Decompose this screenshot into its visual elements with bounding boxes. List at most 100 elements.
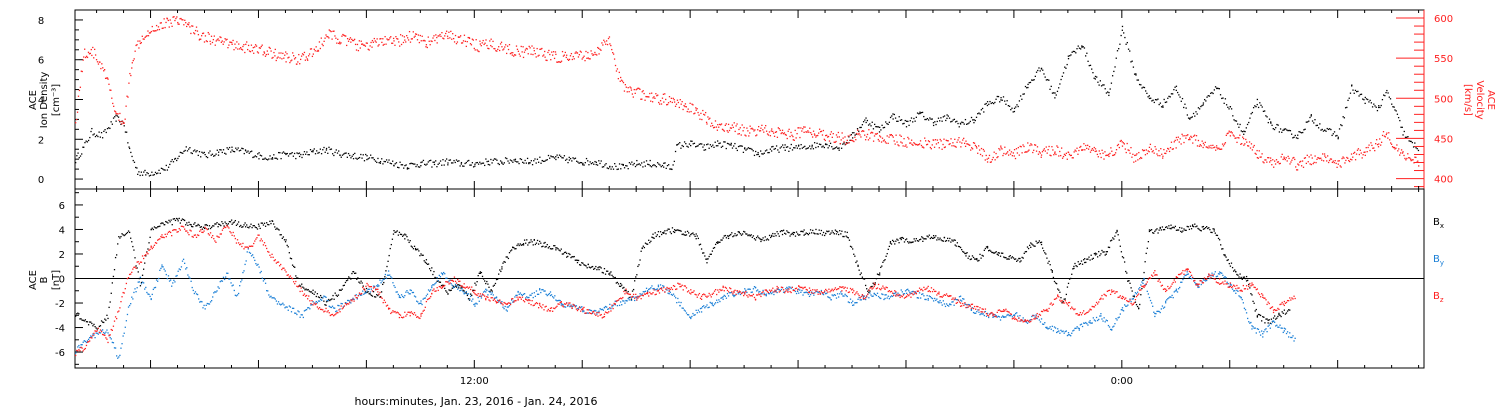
ion-density-point [147,172,149,175]
ion-density-point [528,162,530,165]
velocity-point [194,29,197,32]
ion-density-point [174,157,177,160]
velocity-point [1341,157,1343,160]
bx-point [1019,257,1021,260]
velocity-point [846,139,848,142]
by-point [726,292,729,295]
by-point [666,289,668,291]
by-point [852,300,854,302]
bx-point [241,226,243,228]
ion-density-point [1158,103,1160,106]
by-point [1023,319,1025,321]
velocity-point [598,53,600,55]
bx-point [992,251,994,254]
velocity-point [137,40,139,42]
velocity-point [448,31,450,33]
by-point [263,278,266,281]
ion-density-point [870,125,872,127]
ion-density-point [170,160,172,163]
bx-point [364,291,367,293]
bx-point [492,285,494,287]
bx-point [912,241,914,243]
velocity-point [944,146,947,148]
by-point [632,296,635,298]
bx-point [683,234,685,236]
by-point [596,313,598,315]
ion-density-point [921,111,924,114]
by-point [1038,319,1041,321]
by-point [1053,326,1056,328]
by-point [879,297,881,299]
ion-density-point [964,118,967,121]
velocity-point [1028,149,1030,151]
by-point [880,297,882,300]
bx-point [619,282,622,285]
bx-point [383,281,385,284]
by-point [705,305,707,308]
velocity-point [1310,154,1312,156]
bx-point [435,277,437,279]
bx-point [108,306,110,309]
velocity-point [591,53,593,55]
by-point [461,288,463,290]
ion-density-point [209,150,211,152]
ion-density-point [191,152,193,155]
by-point [532,296,534,299]
bx-point [692,232,694,234]
ion-density-point [1181,97,1184,100]
bx-point [406,235,408,238]
ion-density-point [594,160,596,163]
by-point [817,291,819,294]
ion-density-point [639,164,642,166]
ion-density-point [648,164,650,166]
bx-point [739,233,742,235]
ion-density-point [123,125,125,127]
by-point [176,274,178,277]
velocity-point [963,137,965,140]
ion-density-point [1202,102,1205,104]
by-point [144,288,146,290]
by-point [996,316,998,318]
velocity-point [1287,155,1289,158]
bx-point [514,248,516,250]
velocity-point [709,117,711,119]
ion-density-point [1195,111,1197,113]
by-point [788,286,790,288]
by-point [485,288,487,290]
ion-density-point [1178,94,1180,96]
bx-point [559,250,561,252]
ion-density-point [1371,106,1374,108]
velocity-point [1370,142,1372,144]
velocity-point [135,44,137,47]
velocity-point [832,132,834,135]
by-point [512,301,514,303]
velocity-point [422,40,424,42]
by-point [189,277,191,279]
bx-point [239,225,241,228]
velocity-point [1151,151,1153,153]
velocity-point [199,38,201,40]
ion-density-point [611,166,613,168]
by-point [338,305,340,307]
velocity-point [815,136,817,138]
velocity-point [711,122,713,124]
velocity-point [147,30,149,32]
by-point [359,294,362,296]
by-point [709,301,711,304]
bx-point [990,250,992,252]
bx-point [755,236,758,239]
velocity-point [1064,154,1067,156]
bx-point [751,236,753,239]
bx-point [306,289,308,291]
velocity-point [440,35,442,38]
velocity-point [521,51,523,53]
velocity-point [642,90,644,92]
ion-density-point [671,168,673,171]
ion-density-point [973,122,975,124]
ion-density-point [116,115,118,117]
ion-density-point [232,150,234,153]
bx-point [1027,247,1030,250]
bx-point [830,232,832,234]
velocity-point [1175,136,1178,139]
bx-point [800,230,802,233]
